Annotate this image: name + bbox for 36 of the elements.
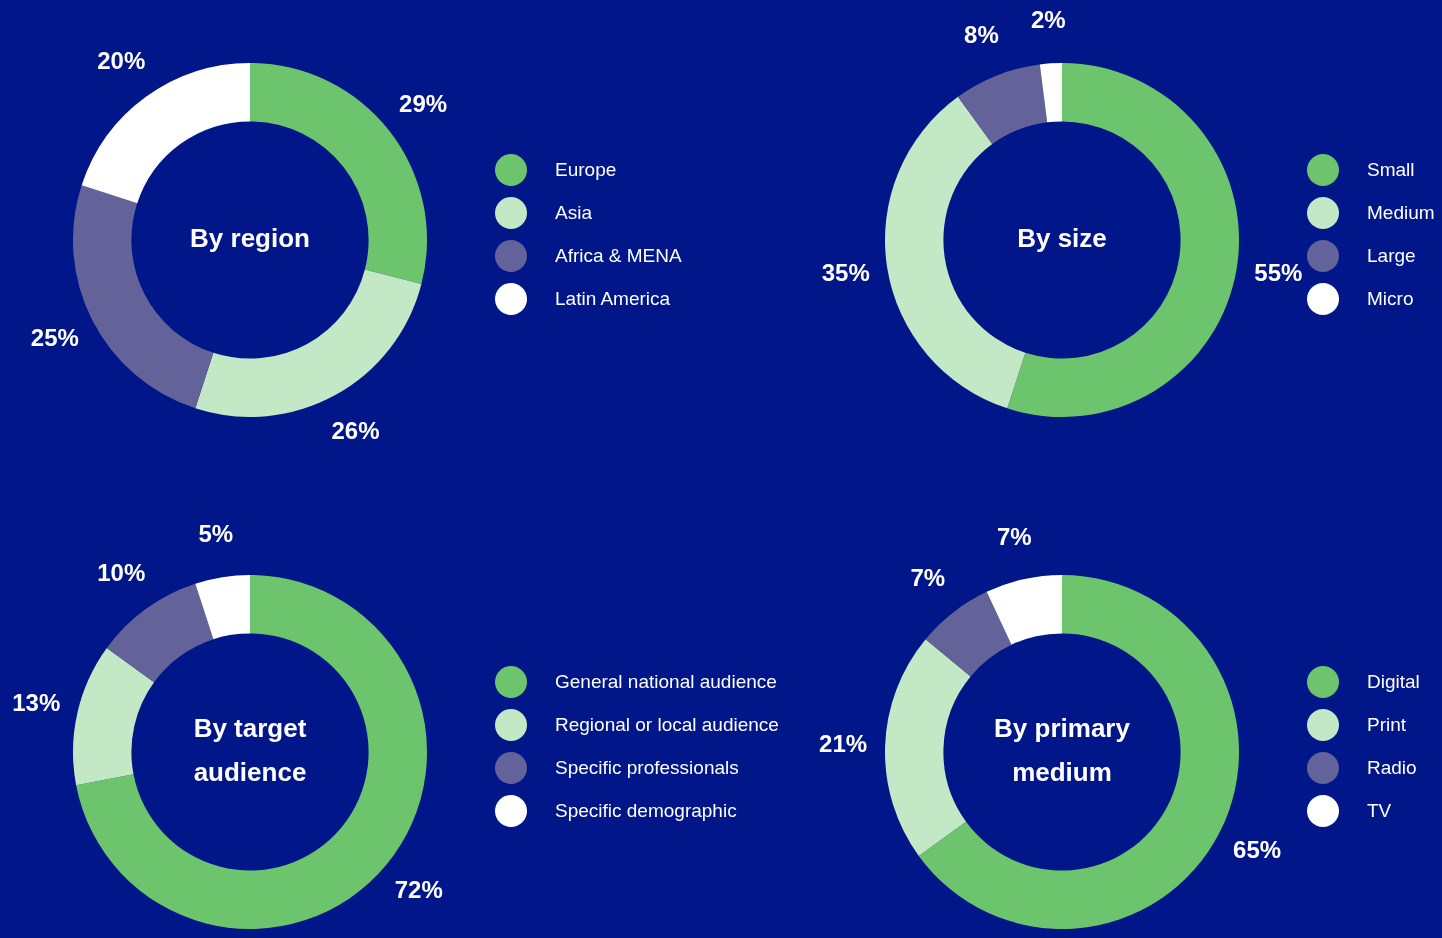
data-label: 7% <box>910 563 946 591</box>
text: By size <box>1017 223 1107 254</box>
data-label: 8% <box>964 21 999 48</box>
legend-label: Asia <box>555 201 592 224</box>
legend-label: General national audience <box>555 670 777 693</box>
legend-label: Africa & MENA <box>555 244 682 267</box>
legend-label: Radio <box>1367 756 1417 779</box>
legend-label: Europe <box>555 158 617 181</box>
legend-label: Print <box>1367 713 1407 736</box>
legend-label: TV <box>1367 799 1392 822</box>
text: By primary medium <box>994 713 1131 788</box>
legend-label: Digital <box>1367 670 1420 693</box>
legend-label: Specific professionals <box>555 756 739 779</box>
data-label: 72% <box>394 876 443 904</box>
data-label: 35% <box>821 258 870 286</box>
data-label: 13% <box>12 688 61 716</box>
data-label: 20% <box>97 47 146 75</box>
data-label: 5% <box>198 520 234 548</box>
data-label: 10% <box>97 559 146 587</box>
data-label: 2% <box>1030 6 1066 34</box>
data-label: 26% <box>331 416 380 444</box>
data-label: 7% <box>996 522 1032 550</box>
legend-label: Micro <box>1367 287 1414 310</box>
data-label: 55% <box>1254 258 1303 286</box>
text: By region <box>190 223 310 254</box>
legend-label: Specific demographic <box>555 799 737 822</box>
data-label: 21% <box>819 729 868 757</box>
legend-label: Medium <box>1367 201 1435 224</box>
data-label: 65% <box>1233 836 1282 864</box>
legend-label: Latin America <box>555 287 671 310</box>
data-label: 25% <box>30 324 79 352</box>
legend-label: Small <box>1367 158 1415 181</box>
text: By target audience <box>193 713 307 788</box>
legend-label: Large <box>1367 244 1416 267</box>
legend-label: Regional or local audience <box>555 713 779 736</box>
data-label: 29% <box>399 90 448 118</box>
